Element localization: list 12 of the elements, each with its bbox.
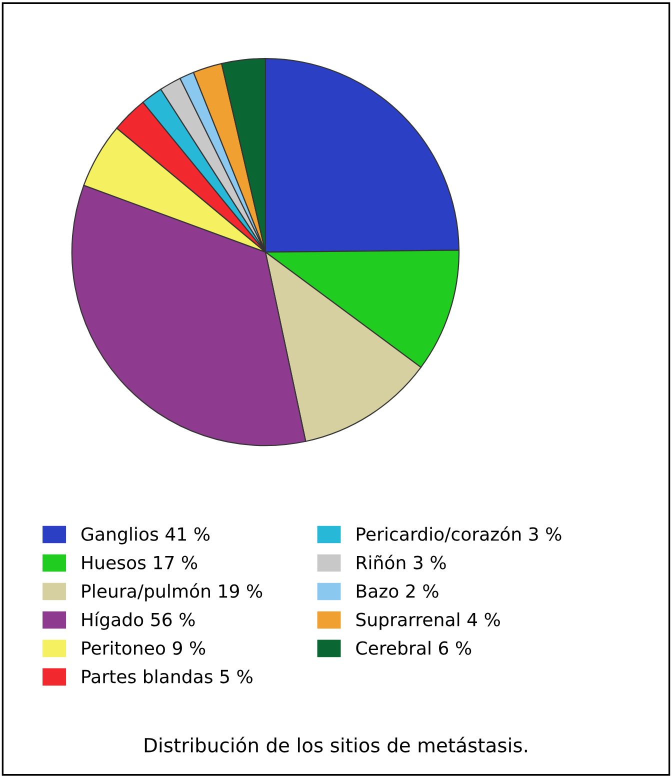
legend-label: Bazo 2 % — [356, 584, 438, 598]
text: Distribución de los sitios de metástasis. — [144, 736, 527, 753]
legend-label: Partes blandas 5 % — [82, 669, 252, 684]
legend-label: Peritoneo 9 % — [82, 640, 206, 655]
legend-label: Pericardio/corazón 3 % — [356, 526, 562, 542]
legend-label: Suprarrenal 4 % — [356, 612, 500, 630]
legend-label: Pleura/pulmón 19 % — [82, 583, 262, 602]
legend-label: Riñón 3 % — [356, 554, 446, 570]
legend-label: Ganglios 41 % — [81, 526, 210, 544]
legend-label: Hígado 56 % — [82, 612, 195, 630]
legend-label: Huesos 17 % — [82, 556, 198, 570]
legend-label: Cerebral 6 % — [356, 640, 472, 655]
